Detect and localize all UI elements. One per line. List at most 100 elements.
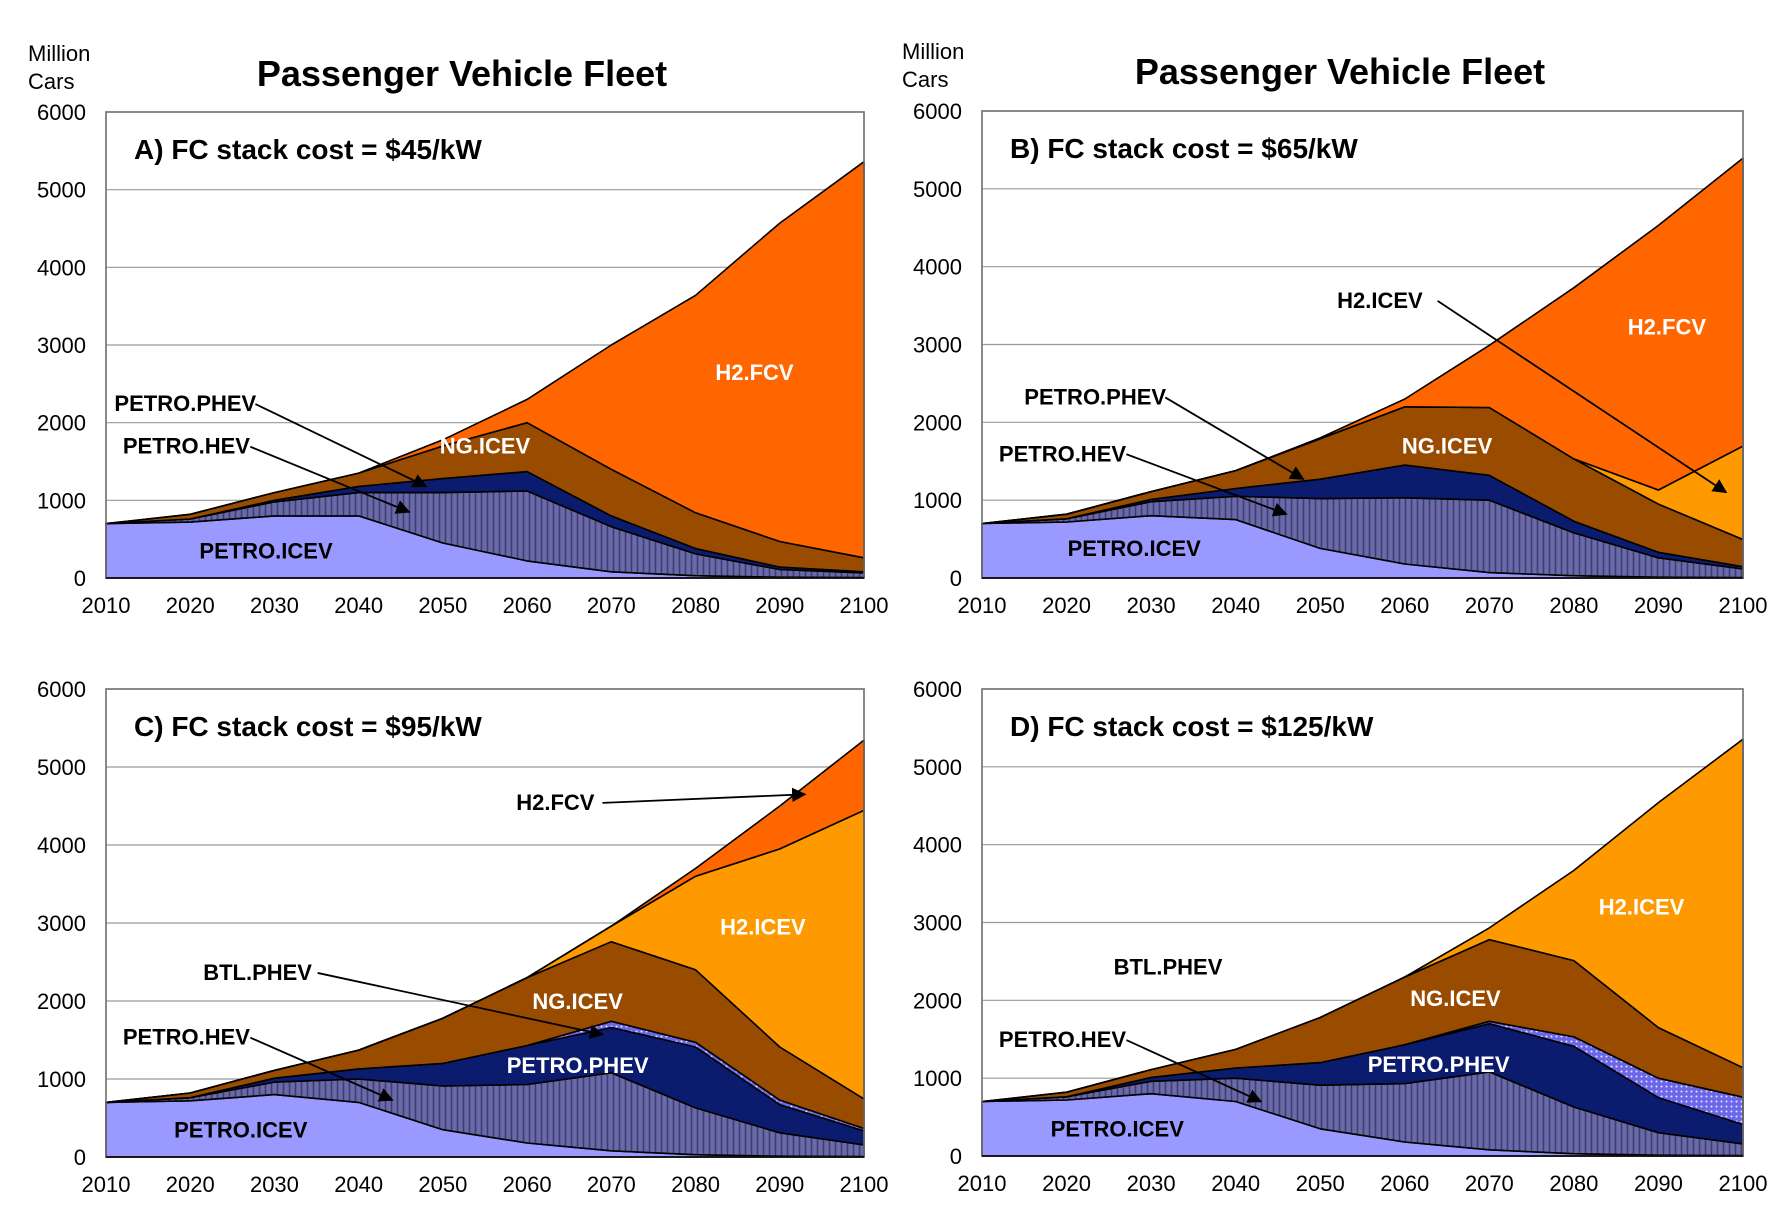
y-tick-label: 3000 [37, 333, 86, 358]
y-tick-label: 6000 [913, 99, 962, 124]
series-label-petro-hev: PETRO.HEV [123, 1025, 250, 1050]
x-tick-label: 2020 [1042, 593, 1091, 618]
series-label-h2-icev: H2.ICEV [1599, 895, 1685, 920]
panel-subtitle: D) FC stack cost = $125/kW [1010, 711, 1374, 742]
series-label-petro-hev: PETRO.HEV [123, 434, 250, 459]
panel-d: 0 1000 2000 3000 4000 5000 6000 2010 2020 2030 204… [913, 677, 1767, 1196]
series-label-ng-icev: NG.ICEV [1402, 433, 1493, 458]
arrow-petro-hev [249, 1036, 394, 1102]
x-tick-label: 2070 [1465, 593, 1514, 618]
x-tick-label: 2030 [1127, 593, 1176, 618]
y-tick-label: 6000 [913, 677, 962, 702]
y-tick-label: 2000 [913, 988, 962, 1013]
series-label-petro-icev: PETRO.ICEV [199, 539, 333, 564]
series-label-petro-phev: PETRO.PHEV [507, 1053, 649, 1078]
figure-title-left: Passenger Vehicle Fleet [257, 53, 667, 94]
x-tick-label: 2050 [1296, 593, 1345, 618]
x-tick-label: 2070 [587, 1172, 636, 1197]
unit-label-left-line2: Cars [28, 69, 74, 94]
x-tick-label: 2040 [334, 1172, 383, 1197]
arrow-btl-phev [317, 972, 605, 1039]
series-label-petro-phev: PETRO.PHEV [1024, 384, 1166, 409]
unit-label-left-line1: Million [28, 41, 90, 66]
y-tick-label: 1000 [913, 488, 962, 513]
y-tick-label: 5000 [37, 755, 86, 780]
series-label-ng-icev: NG.ICEV [440, 434, 531, 459]
y-tick-label: 5000 [913, 177, 962, 202]
x-tick-label: 2060 [503, 1172, 552, 1197]
x-tick-label: 2020 [166, 593, 215, 618]
x-tick-label: 2010 [958, 1171, 1007, 1196]
x-tick-label: 2040 [1211, 593, 1260, 618]
y-tick-label: 4000 [913, 833, 962, 858]
y-tick-label: 2000 [37, 989, 86, 1014]
y-tick-label: 0 [74, 566, 86, 591]
x-tick-label: 2010 [82, 1172, 131, 1197]
y-tick-label: 6000 [37, 677, 86, 702]
series-label-petro-icev: PETRO.ICEV [1051, 1117, 1185, 1142]
series-label-h2-fcv: H2.FCV [1628, 314, 1707, 339]
series-label-petro-phev: PETRO.PHEV [114, 391, 256, 416]
series-label-petro-phev: PETRO.PHEV [1368, 1052, 1510, 1077]
x-tick-label: 2090 [1634, 1171, 1683, 1196]
y-tick-label: 2000 [913, 410, 962, 435]
panel-c: 0 1000 2000 3000 4000 5000 6000 2010 2020 2030 204… [37, 677, 888, 1197]
y-tick-label: 0 [950, 1144, 962, 1169]
series-label-petro-hev: PETRO.HEV [999, 1027, 1126, 1052]
x-tick-label: 2050 [418, 1172, 467, 1197]
figure-title-right: Passenger Vehicle Fleet [1135, 51, 1545, 92]
y-tick-label: 5000 [913, 755, 962, 780]
y-tick-label: 1000 [913, 1066, 962, 1091]
series-label-ng-icev: NG.ICEV [532, 989, 623, 1014]
series-label-petro-hev: PETRO.HEV [999, 441, 1126, 466]
y-tick-label: 0 [950, 566, 962, 591]
y-tick-label: 4000 [37, 255, 86, 280]
unit-label-right-line2: Cars [902, 67, 948, 92]
x-tick-label: 2090 [1634, 593, 1683, 618]
panel-subtitle: C) FC stack cost = $95/kW [134, 711, 482, 742]
arrow-petro-hev [250, 445, 411, 514]
x-tick-label: 2010 [82, 593, 131, 618]
y-tick-label: 3000 [913, 333, 962, 358]
x-tick-label: 2040 [334, 593, 383, 618]
x-tick-label: 2040 [1211, 1171, 1260, 1196]
y-tick-label: 0 [74, 1145, 86, 1170]
x-tick-label: 2080 [671, 1172, 720, 1197]
x-tick-label: 2080 [671, 593, 720, 618]
y-tick-label: 3000 [37, 911, 86, 936]
y-tick-label: 3000 [913, 911, 962, 936]
x-tick-label: 2050 [418, 593, 467, 618]
x-tick-label: 2030 [1127, 1171, 1176, 1196]
series-label-h2-icev: H2.ICEV [720, 915, 806, 940]
x-tick-label: 2060 [1380, 1171, 1429, 1196]
x-tick-label: 2070 [1465, 1171, 1514, 1196]
x-tick-label: 2090 [755, 593, 804, 618]
arrow-h2-icev [1437, 300, 1728, 494]
unit-label-right-line1: Million [902, 39, 964, 64]
x-tick-label: 2030 [250, 1172, 299, 1197]
series-label-h2-fcv: H2.FCV [516, 790, 595, 815]
x-tick-label: 2100 [840, 593, 889, 618]
x-tick-label: 2090 [755, 1172, 804, 1197]
series-label-h2-icev: H2.ICEV [1337, 288, 1423, 313]
arrow-petro-phev [1164, 396, 1305, 480]
panel-b: 0 1000 2000 3000 4000 5000 6000 2010 2020 2030 204… [913, 99, 1767, 618]
x-tick-label: 2080 [1549, 593, 1598, 618]
series-label-h2-fcv: H2.FCV [715, 360, 794, 385]
y-tick-label: 2000 [37, 411, 86, 436]
x-tick-label: 2080 [1549, 1171, 1598, 1196]
arrow-h2-fcv [602, 787, 807, 804]
x-tick-label: 2030 [250, 593, 299, 618]
arrow-petro-hev [1126, 1039, 1263, 1103]
panel-a: 0 1000 2000 3000 4000 5000 6000 2010 2020 2030 204… [37, 100, 888, 618]
y-tick-label: 1000 [37, 1067, 86, 1092]
arrow-petro-hev [1126, 453, 1288, 517]
x-tick-label: 2010 [958, 593, 1007, 618]
series-label-petro-icev: PETRO.ICEV [1068, 536, 1202, 561]
y-tick-label: 5000 [37, 178, 86, 203]
x-tick-label: 2070 [587, 593, 636, 618]
y-tick-label: 4000 [37, 833, 86, 858]
y-tick-label: 1000 [37, 488, 86, 513]
panel-subtitle: B) FC stack cost = $65/kW [1010, 133, 1358, 164]
